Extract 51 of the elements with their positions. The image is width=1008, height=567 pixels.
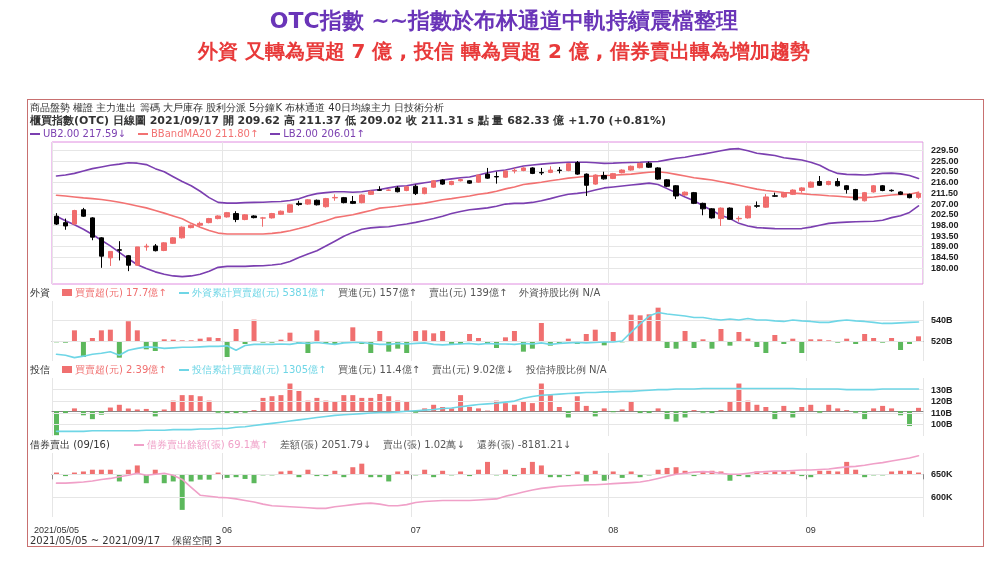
- text: 差額(張) 2051.79↓: [280, 438, 372, 451]
- y-tick-label: 225.00: [931, 155, 959, 166]
- y-tick-label: 130B: [931, 384, 954, 395]
- y-tick-label: 180.00: [931, 262, 959, 273]
- y-tick-label: 100B: [931, 419, 954, 430]
- text: 買進(元) 157億↑: [338, 286, 417, 299]
- text: 商品盤勢 權證 主力進出 籌碼 大戶庫存 股利分派 5分鐘K 布林通道 40日均線主力 日技術分析: [29, 101, 446, 114]
- chart-subtitle: 外資 又轉為買超 7 億 , 投信 轉為買超 2 億 , 借券賣出轉為增加趨勢: [196, 38, 812, 65]
- y-tick-label: 202.50: [931, 209, 959, 220]
- legend-label: 買賣超(元) 17.7億↑: [75, 286, 167, 299]
- text: 櫃買指數(OTC) 日線圖 2021/09/17 開 209.62 高 211.37 低 209.02 收 211.31 s 點 量 682.33 億 +1.70 (+0.81%): [29, 114, 667, 127]
- x-tick-label: 2021/05/05: [33, 524, 80, 535]
- text: 賣出(元) 139億↑: [428, 286, 508, 299]
- x-tick-label: 07: [410, 524, 421, 535]
- y-tick-label: 211.50: [931, 187, 959, 198]
- y-tick-label: 600K: [931, 491, 954, 502]
- text: 賣出(張) 1.02萬↓: [383, 438, 465, 451]
- y-tick-label: 520B: [931, 336, 954, 346]
- legend-label: 外資累計買賣超(元) 5381億↑: [191, 286, 327, 299]
- legend-label: LB2.00 206.01↑: [283, 127, 365, 140]
- y-tick-label: 216.00: [931, 177, 959, 188]
- text: 買進(元) 11.4億↑: [338, 363, 421, 376]
- legend-label: 投信累計買賣超(元) 1305億↑: [191, 363, 327, 376]
- y-tick-label: 193.50: [931, 230, 959, 241]
- text: 保留空間 3: [172, 534, 222, 547]
- x-tick-label: 06: [222, 524, 233, 535]
- chart-title: 借券賣出 (09/16): [30, 438, 110, 451]
- legend-label: UB2.00 217.59↓: [43, 127, 126, 140]
- chart-title: 投信: [30, 363, 50, 376]
- x-tick-label: 09: [805, 524, 816, 535]
- y-tick-label: 229.50: [931, 145, 959, 156]
- y-tick-label: 120B: [931, 396, 954, 407]
- y-tick-label: 110B: [931, 407, 953, 418]
- y-tick-label: 189.00: [931, 241, 959, 252]
- text: 還券(張) -8181.21↓: [476, 438, 572, 451]
- chart-title: 外資: [30, 286, 50, 299]
- text: 外資持股比例 N/A: [519, 286, 601, 299]
- y-tick-label: 540B: [931, 314, 954, 325]
- y-tick-label: 220.50: [931, 166, 959, 177]
- text: 賣出(元) 9.02億↓: [432, 363, 514, 376]
- x-tick-label: 08: [608, 524, 619, 535]
- y-tick-label: 198.00: [931, 220, 959, 231]
- legend-label: 借券賣出餘額(張) 69.1萬↑: [146, 438, 269, 451]
- y-tick-label: 207.00: [931, 198, 959, 209]
- text: 2021/05/05 ~ 2021/09/17: [30, 534, 161, 547]
- legend-label: BBandMA20 211.80↑: [151, 127, 259, 140]
- text: 投信持股比例 N/A: [525, 363, 607, 376]
- y-tick-label: 650K: [931, 469, 954, 480]
- chart-title: OTC指數 ~~指數於布林通道中軌持續震檔整理: [268, 7, 740, 35]
- legend-label: 買賣超(元) 2.39億↑: [75, 363, 167, 376]
- y-tick-label: 184.50: [931, 252, 959, 263]
